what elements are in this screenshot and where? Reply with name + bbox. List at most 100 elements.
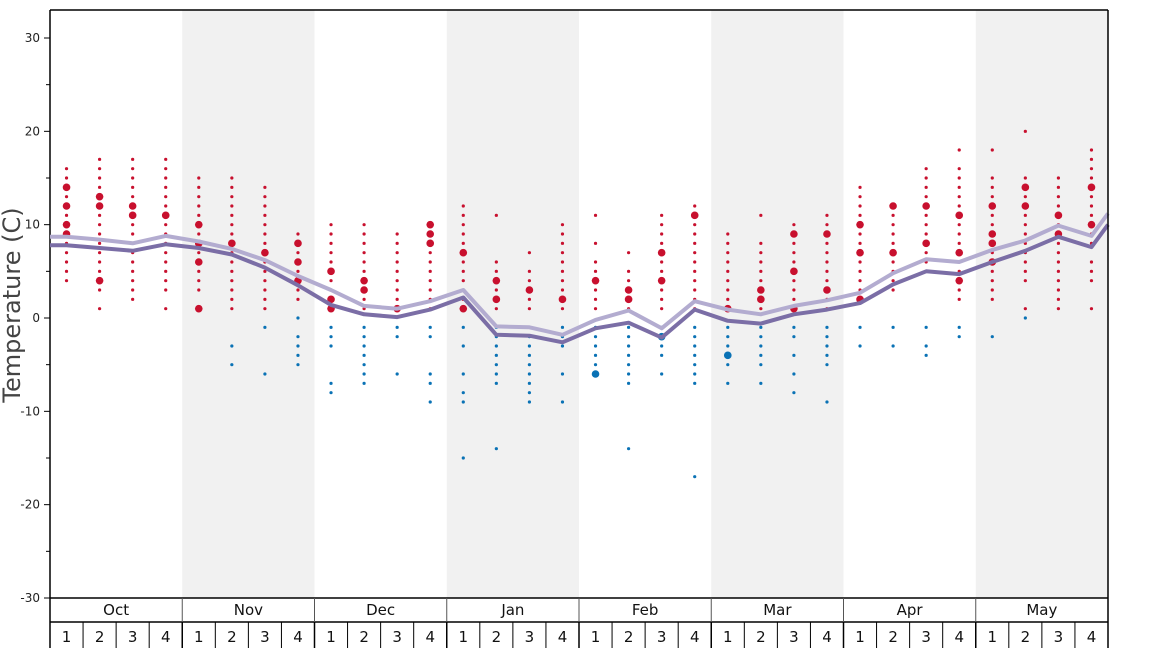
warm-dot xyxy=(164,251,168,255)
warm-dot xyxy=(858,213,862,217)
warm-dot xyxy=(889,248,897,257)
warm-dot xyxy=(164,195,168,199)
y-tick-label: 10 xyxy=(25,218,40,232)
warm-dot xyxy=(988,202,997,210)
warm-dot xyxy=(693,260,697,264)
warm-dot xyxy=(461,241,465,245)
warm-dot xyxy=(194,220,203,229)
warm-dot xyxy=(957,148,961,152)
warm-dot xyxy=(726,232,730,236)
cold-dot xyxy=(626,353,631,357)
warm-dot xyxy=(131,176,135,180)
warm-dot xyxy=(593,269,598,273)
cold-dot xyxy=(494,363,498,367)
warm-dot xyxy=(164,223,168,227)
warm-dot xyxy=(230,269,234,273)
cold-dot xyxy=(494,372,498,376)
warm-dot xyxy=(990,148,994,152)
warm-dot xyxy=(856,220,864,229)
warm-dot xyxy=(759,241,763,245)
cold-dot xyxy=(527,381,532,385)
cold-dot xyxy=(957,335,961,339)
warm-dot xyxy=(955,211,964,220)
warm-dot xyxy=(757,286,765,294)
cold-dot xyxy=(792,335,796,339)
warm-dot xyxy=(230,279,234,283)
shade-may xyxy=(975,10,1108,598)
warm-dot xyxy=(362,241,366,245)
month-shading xyxy=(182,10,1108,598)
warm-dot xyxy=(461,232,465,236)
warm-dot xyxy=(228,239,236,248)
cold-dot xyxy=(990,335,994,339)
warm-dot xyxy=(197,185,201,189)
warm-dot xyxy=(296,232,300,236)
warm-dot xyxy=(362,223,366,227)
warm-dot xyxy=(527,297,532,301)
warm-dot xyxy=(494,288,498,292)
warm-dot xyxy=(461,213,465,217)
week-label: 2 xyxy=(95,628,105,646)
warm-dot xyxy=(858,279,862,283)
cold-dot xyxy=(560,325,565,329)
warm-dot xyxy=(525,286,534,294)
warm-dot xyxy=(329,279,333,283)
warm-dot xyxy=(131,223,135,227)
warm-dot xyxy=(327,267,335,276)
warm-dot xyxy=(957,204,961,208)
shade-nov xyxy=(182,10,315,598)
warm-dot xyxy=(891,232,895,236)
cold-dot xyxy=(626,344,631,348)
warm-dot xyxy=(858,269,862,273)
warm-dot xyxy=(97,176,102,180)
warm-dot xyxy=(131,260,135,264)
warm-dot xyxy=(856,248,864,257)
warm-dot xyxy=(955,276,964,285)
cold-dot xyxy=(825,325,829,329)
warm-dot xyxy=(660,269,664,273)
warm-dot xyxy=(395,269,399,273)
warm-dot xyxy=(230,213,234,217)
cold-dot xyxy=(329,325,333,329)
warm-dot xyxy=(626,279,631,283)
cold-dot xyxy=(296,344,300,348)
warm-dot xyxy=(593,241,598,245)
cold-dot xyxy=(527,400,532,404)
warm-dot xyxy=(230,260,234,264)
warm-dot xyxy=(1056,307,1061,311)
warm-dot xyxy=(990,176,994,180)
warm-dot xyxy=(294,258,302,266)
cold-dot xyxy=(461,391,465,395)
y-tick-label: -10 xyxy=(20,404,40,418)
week-label: 4 xyxy=(425,628,435,646)
cold-dot xyxy=(560,344,565,348)
warm-dot xyxy=(757,295,765,304)
warm-dot xyxy=(1023,195,1027,199)
warm-dot xyxy=(230,297,234,301)
warm-dot xyxy=(990,195,994,199)
warm-dot xyxy=(1023,260,1027,264)
warm-dot xyxy=(164,204,168,208)
cold-dot xyxy=(395,335,399,339)
warm-dot xyxy=(891,260,895,264)
warm-dot xyxy=(924,185,928,189)
warm-dot xyxy=(593,260,598,264)
warm-dot xyxy=(660,223,664,227)
warm-dot xyxy=(296,297,300,301)
warm-dot xyxy=(1056,176,1061,180)
cold-dot xyxy=(527,353,532,357)
warm-dot xyxy=(858,260,862,264)
cold-dot xyxy=(395,325,399,329)
cold-dot xyxy=(329,344,333,348)
cold-dot xyxy=(362,381,366,385)
warm-dot xyxy=(164,260,168,264)
warm-dot xyxy=(1089,279,1094,283)
week-label: 2 xyxy=(756,628,766,646)
warm-dot xyxy=(428,279,432,283)
warm-dot xyxy=(395,232,399,236)
warm-dot xyxy=(360,286,368,294)
warm-dot xyxy=(957,176,961,180)
warm-dot xyxy=(626,269,631,273)
warm-dot xyxy=(792,297,796,301)
cold-dot xyxy=(296,353,300,357)
